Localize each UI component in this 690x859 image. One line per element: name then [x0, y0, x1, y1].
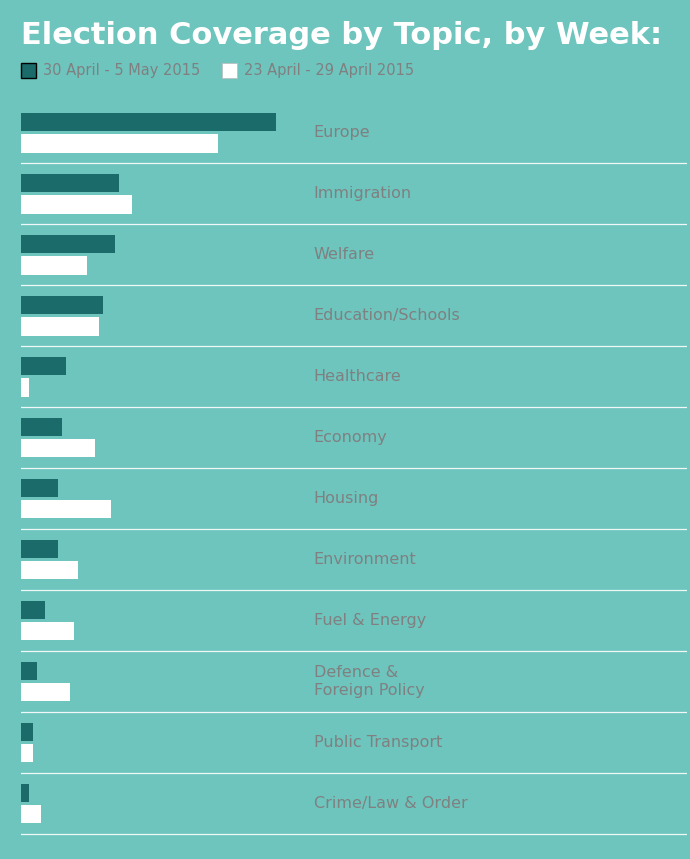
Text: Economy: Economy: [314, 430, 387, 445]
Bar: [21, 317, 99, 336]
Bar: [21, 378, 29, 397]
Text: Healthcare: Healthcare: [314, 369, 402, 384]
Bar: [21, 134, 218, 153]
Bar: [21, 478, 58, 497]
Bar: [21, 356, 66, 375]
Text: Fuel & Energy: Fuel & Energy: [314, 613, 426, 628]
Bar: [21, 235, 115, 253]
Text: Education/Schools: Education/Schools: [314, 308, 460, 323]
Text: Election Coverage by Topic, by Week:: Election Coverage by Topic, by Week:: [21, 21, 662, 51]
Bar: [21, 600, 46, 619]
Bar: [21, 174, 119, 192]
Text: Environment: Environment: [314, 552, 417, 567]
Text: Crime/Law & Order: Crime/Law & Order: [314, 796, 467, 811]
Bar: [21, 439, 95, 458]
Text: Europe: Europe: [314, 125, 371, 140]
Text: Defence &
Foreign Policy: Defence & Foreign Policy: [314, 666, 424, 698]
Text: 23 April - 29 April 2015: 23 April - 29 April 2015: [244, 63, 415, 78]
Bar: [21, 417, 62, 436]
Bar: [21, 256, 86, 275]
Text: Immigration: Immigration: [314, 186, 412, 201]
Bar: [21, 539, 58, 558]
Text: Public Transport: Public Transport: [314, 735, 442, 750]
Bar: [21, 722, 33, 741]
Text: Housing: Housing: [314, 491, 379, 506]
Bar: [21, 296, 103, 314]
Bar: [21, 683, 70, 701]
Bar: [21, 195, 132, 214]
Bar: [21, 500, 111, 519]
Bar: [21, 661, 37, 680]
Bar: [21, 622, 74, 640]
Text: Welfare: Welfare: [314, 247, 375, 262]
Bar: [21, 744, 33, 762]
Bar: [21, 561, 78, 580]
Bar: [21, 113, 276, 131]
Bar: [21, 805, 41, 823]
Bar: [21, 783, 29, 802]
Text: 30 April - 5 May 2015: 30 April - 5 May 2015: [43, 63, 200, 78]
